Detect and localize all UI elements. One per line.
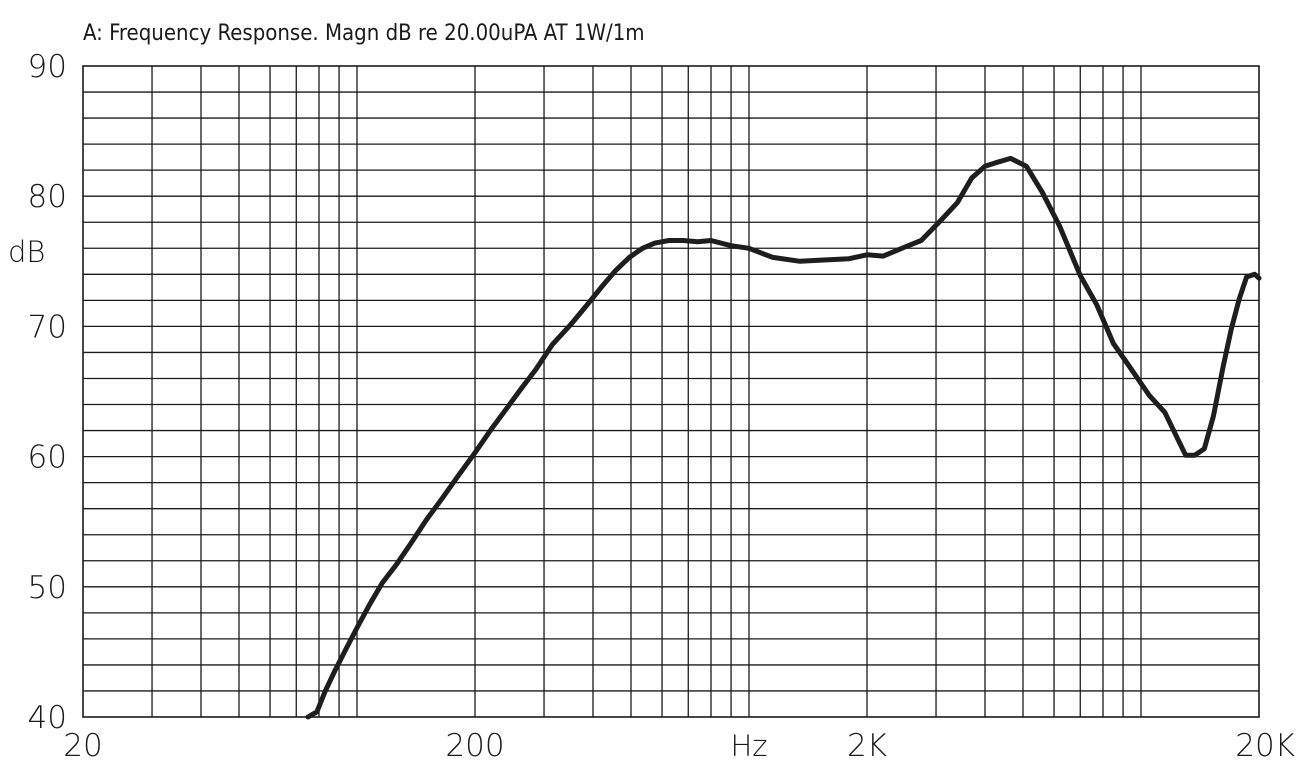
y-tick-label: 60 <box>28 440 67 476</box>
x-tick-label: 200 <box>445 728 504 763</box>
series-line-response <box>305 155 1262 720</box>
plot-frame <box>82 65 1260 718</box>
x-tick-label: 20 <box>63 728 102 763</box>
y-tick-labels: 90 80 70 60 50 40 <box>28 49 67 736</box>
y-tick-label: 70 <box>28 309 67 345</box>
y-tick-label: 90 <box>28 49 67 85</box>
y-tick-label: 50 <box>28 570 67 606</box>
y-tick-label: 80 <box>28 179 67 215</box>
x-tick-labels: 20 200 2K 20K <box>63 728 1295 763</box>
vertical-grid-lines <box>151 66 1142 717</box>
horizontal-grid-lines <box>83 91 1259 692</box>
y-axis-label: dB <box>8 235 45 269</box>
x-tick-label: 20K <box>1235 728 1295 763</box>
chart-title: A: Frequency Response. Magn dB re 20.00u… <box>83 21 645 46</box>
y-tick-label: 40 <box>28 700 67 736</box>
x-tick-label: 2K <box>847 728 887 763</box>
x-axis-label: Hz <box>730 729 767 763</box>
